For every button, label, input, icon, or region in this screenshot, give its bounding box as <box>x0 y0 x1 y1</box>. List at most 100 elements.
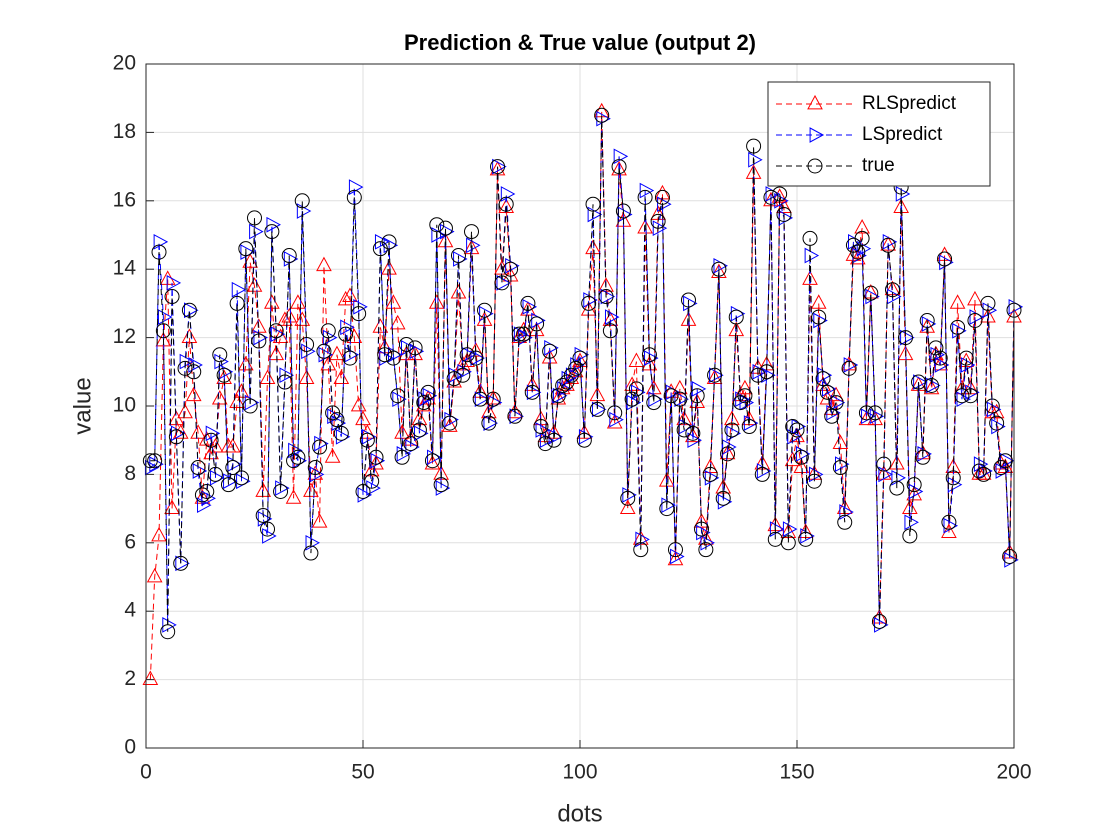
marker <box>233 383 250 398</box>
y-tick-label: 14 <box>113 257 137 280</box>
marker <box>988 403 1005 419</box>
marker <box>496 275 511 291</box>
marker <box>982 302 998 319</box>
marker <box>526 384 542 401</box>
marker <box>546 432 562 448</box>
marker <box>541 349 558 364</box>
marker <box>201 490 216 507</box>
marker <box>181 302 197 318</box>
marker <box>700 534 715 551</box>
marker <box>511 326 527 342</box>
marker <box>146 567 163 583</box>
marker <box>832 434 849 450</box>
marker <box>589 401 605 417</box>
marker <box>711 261 727 277</box>
marker <box>600 288 616 305</box>
marker <box>976 466 992 482</box>
marker <box>810 294 827 309</box>
marker <box>524 384 540 400</box>
marker <box>694 521 710 537</box>
y-tick-label: 8 <box>124 462 136 485</box>
marker <box>366 480 381 496</box>
marker <box>876 456 892 472</box>
marker <box>676 422 692 438</box>
marker <box>299 336 315 352</box>
marker <box>763 189 779 205</box>
marker <box>168 429 184 445</box>
marker <box>424 455 441 470</box>
marker <box>316 343 332 359</box>
marker <box>550 388 566 404</box>
marker <box>689 388 705 404</box>
marker <box>266 216 281 233</box>
marker <box>477 302 493 318</box>
marker <box>997 453 1013 469</box>
marker <box>963 388 979 404</box>
marker <box>290 449 306 465</box>
marker <box>157 309 173 325</box>
marker <box>950 319 966 335</box>
marker <box>259 369 276 385</box>
marker <box>268 323 284 339</box>
marker <box>932 350 948 366</box>
marker <box>533 419 549 435</box>
marker <box>529 316 545 332</box>
marker <box>420 384 436 400</box>
marker <box>906 477 922 493</box>
marker <box>225 460 241 476</box>
marker <box>355 484 371 499</box>
marker <box>728 321 745 337</box>
marker <box>247 210 262 226</box>
marker <box>420 390 436 405</box>
marker <box>264 224 280 240</box>
marker <box>155 323 171 339</box>
marker <box>802 270 818 285</box>
marker <box>772 186 788 202</box>
marker <box>147 453 163 469</box>
marker <box>368 455 384 470</box>
marker <box>179 353 195 370</box>
marker <box>238 241 254 257</box>
marker <box>919 313 935 328</box>
marker <box>555 377 571 393</box>
marker <box>394 424 410 439</box>
marker <box>585 196 601 212</box>
marker <box>707 367 723 383</box>
marker <box>671 379 688 395</box>
marker <box>928 340 944 356</box>
marker <box>967 290 983 306</box>
marker <box>702 466 718 482</box>
marker <box>807 94 823 110</box>
marker <box>624 376 640 391</box>
marker <box>958 350 974 366</box>
y-axis-label: value <box>69 377 96 434</box>
marker <box>776 206 792 222</box>
marker <box>646 395 662 411</box>
marker <box>151 526 167 542</box>
marker <box>428 294 445 309</box>
marker <box>186 364 202 380</box>
ticks: 0 50 100 150 200 0 2 4 6 8 10 12 14 16 18 20 <box>113 52 1032 784</box>
marker <box>715 490 731 506</box>
marker <box>828 386 844 402</box>
marker <box>941 514 957 530</box>
marker <box>681 292 696 308</box>
marker <box>329 345 345 361</box>
marker <box>971 463 987 479</box>
marker <box>789 422 805 438</box>
marker <box>667 542 683 558</box>
marker <box>429 217 445 233</box>
marker <box>249 223 264 240</box>
marker <box>639 182 655 199</box>
marker <box>576 432 592 448</box>
marker <box>1002 548 1018 564</box>
marker <box>663 388 679 404</box>
marker <box>585 239 601 255</box>
marker <box>394 449 410 465</box>
marker <box>279 367 294 384</box>
marker <box>199 484 215 499</box>
marker <box>867 405 883 421</box>
marker <box>624 391 640 407</box>
marker <box>181 328 198 343</box>
